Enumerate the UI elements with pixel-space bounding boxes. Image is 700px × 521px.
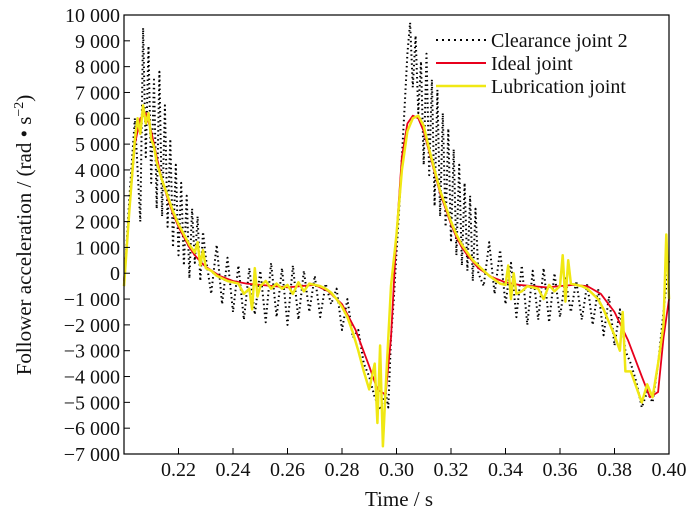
y-tick-label: 2 000: [75, 212, 120, 234]
y-tick-label: −3 000: [64, 341, 120, 363]
x-tick-label: 0.32: [434, 459, 469, 481]
plot-series: [122, 21, 671, 448]
y-tick-label: −7 000: [64, 444, 120, 466]
y-tick-label: −2 000: [64, 315, 120, 337]
x-ticks: 0.22 0.24 0.26 0.28 0.30 0.32 0.34 0.36 0.38 0.40: [161, 448, 687, 481]
x-tick-label: 0.38: [597, 459, 632, 481]
y-tick-label: 7 000: [75, 82, 120, 104]
y-tick-label: 5 000: [75, 134, 120, 156]
x-tick-label: 0.28: [325, 459, 360, 481]
y-tick-label: 1 000: [75, 237, 120, 259]
x-tick-label: 0.34: [488, 459, 523, 481]
x-tick-label: 0.26: [270, 459, 305, 481]
y-tick-label: 8 000: [75, 57, 120, 79]
y-tick-label: 3 000: [75, 186, 120, 208]
legend: Clearance joint 2 Ideal joint Lubricatio…: [436, 30, 628, 98]
x-tick-label: 0.22: [161, 459, 196, 481]
x-tick-label: 0.36: [543, 459, 578, 481]
y-tick-label: 0: [110, 263, 120, 285]
y-tick-label: 9 000: [75, 31, 120, 53]
legend-label-ideal: Ideal joint: [491, 53, 573, 75]
series-lubrication-joint: [122, 104, 671, 448]
y-tick-label: −6 000: [64, 418, 120, 440]
y-tick-label: 4 000: [75, 160, 120, 182]
y-axis-label: Follower acceleration / (rad • s−2): [12, 95, 36, 376]
y-tick-label: 10 000: [65, 5, 120, 27]
x-tick-label: 0.24: [216, 459, 251, 481]
series-clearance-joint-2: [123, 21, 670, 412]
legend-label-clearance: Clearance joint 2: [491, 30, 628, 52]
x-tick-label: 0.40: [652, 459, 687, 481]
y-tick-label: −5 000: [64, 392, 120, 414]
y-axis-label-main: Follower acceleration / (rad • s: [12, 117, 36, 376]
y-ticks: 10 000 9 000 8 000 7 000 6 000 5 000 4 000 3 00…: [64, 5, 130, 466]
y-axis-label-close: ): [12, 95, 36, 102]
y-tick-label: −4 000: [64, 367, 120, 389]
x-axis-label: Time / s: [365, 487, 433, 511]
legend-label-lubrication: Lubrication joint: [491, 76, 626, 98]
x-tick-label: 0.30: [379, 459, 414, 481]
y-axis-label-exponent: −2: [12, 102, 27, 117]
y-tick-label: 6 000: [75, 108, 120, 130]
y-tick-label: −1 000: [64, 289, 120, 311]
